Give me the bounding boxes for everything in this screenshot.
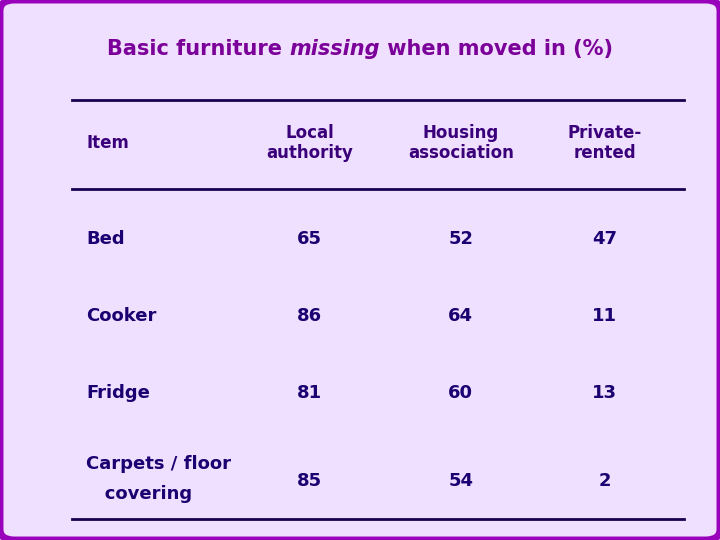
Text: Local
authority: Local authority bbox=[266, 124, 353, 163]
Text: 47: 47 bbox=[593, 230, 617, 248]
Text: 60: 60 bbox=[449, 384, 473, 402]
Text: Basic furniture: Basic furniture bbox=[107, 38, 289, 59]
Text: Carpets / floor: Carpets / floor bbox=[86, 455, 231, 474]
Text: 64: 64 bbox=[449, 307, 473, 325]
Text: Item: Item bbox=[86, 134, 130, 152]
Text: 54: 54 bbox=[449, 471, 473, 490]
Text: Fridge: Fridge bbox=[86, 384, 150, 402]
Text: 11: 11 bbox=[593, 307, 617, 325]
Text: Cooker: Cooker bbox=[86, 307, 157, 325]
Text: 86: 86 bbox=[297, 307, 322, 325]
Text: missing: missing bbox=[289, 38, 380, 59]
Text: 52: 52 bbox=[449, 230, 473, 248]
Text: Bed: Bed bbox=[86, 230, 125, 248]
Text: 81: 81 bbox=[297, 384, 322, 402]
Text: when moved in (%): when moved in (%) bbox=[380, 38, 613, 59]
Text: 13: 13 bbox=[593, 384, 617, 402]
Text: 65: 65 bbox=[297, 230, 322, 248]
Text: 85: 85 bbox=[297, 471, 322, 490]
Text: Housing
association: Housing association bbox=[408, 124, 514, 163]
Text: covering: covering bbox=[86, 485, 192, 503]
Text: Private-
rented: Private- rented bbox=[567, 124, 642, 163]
Text: 2: 2 bbox=[598, 471, 611, 490]
